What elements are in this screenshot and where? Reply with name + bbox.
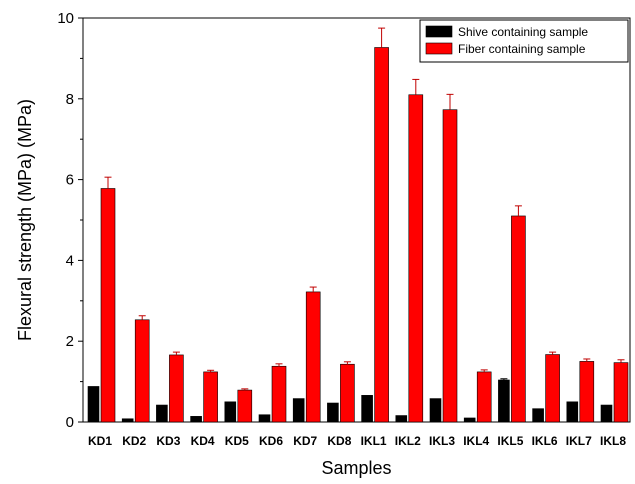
x-tick-label: IKL7	[566, 434, 592, 448]
fiber-bar-ikl3	[442, 109, 458, 423]
legend-frame	[419, 19, 629, 63]
x-axis-title: Samples	[321, 458, 391, 478]
y-tick-label: 10	[57, 10, 74, 27]
x-tick-label: IKL6	[532, 434, 558, 448]
x-tick-label: IKL1	[361, 434, 387, 448]
x-tick-label: IKL2	[395, 434, 421, 448]
x-axis: KD1 KD2 KD3 KD4 KD5 KD6 KD7 KD8 IKL1 IKL2 IKL3 IKL4…	[88, 434, 626, 448]
shive-bar-kd2	[121, 418, 134, 423]
shive-bar-ikl3	[429, 398, 442, 423]
x-tick-label: KD4	[191, 434, 215, 448]
y-tick-label: 8	[66, 91, 74, 108]
fiber-bar-kd4	[203, 371, 218, 423]
shive-bar-kd7	[292, 398, 305, 423]
x-tick-label: IKL3	[429, 434, 455, 448]
fiber-bar-ikl7	[579, 361, 595, 423]
fiber-bar-ikl5	[511, 215, 526, 423]
fiber-bar-ikl2	[408, 94, 424, 423]
plot-area: 0 2 4 6 8 10 KD1 KD2 KD3 KD4 KD5 KD6 KD7 KD8 IKL1 IKL2…	[57, 10, 631, 448]
fiber-bar-kd8	[340, 363, 355, 423]
shive-bar-ikl8	[600, 404, 613, 423]
y-tick-label: 4	[66, 252, 74, 269]
fiber-bar-kd2	[134, 319, 150, 423]
fiber-bar-ikl4	[476, 371, 492, 423]
shive-bar-kd6	[258, 414, 271, 423]
x-tick-label: KD2	[122, 434, 146, 448]
y-tick-label: 0	[66, 414, 74, 431]
legend-label-shive: Shive containing sample	[458, 25, 588, 39]
x-tick-label: KD1	[88, 434, 112, 448]
fiber-bar-ikl8	[613, 362, 629, 423]
y-axis-title: Flexural strength (MPa) (MPa)	[15, 99, 35, 341]
x-tick-label: KD7	[293, 434, 317, 448]
fiber-bar-kd1	[100, 188, 116, 423]
shive-bar-ikl1	[361, 395, 373, 423]
shive-bar-ikl5	[498, 379, 510, 423]
x-tick-label: KD6	[259, 434, 283, 448]
legend: Shive containing sample Fiber containing…	[419, 19, 629, 63]
x-tick-label: IKL8	[600, 434, 626, 448]
y-tick-label: 2	[66, 333, 74, 350]
shive-bar-ikl6	[532, 408, 544, 423]
x-tick-label: IKL5	[497, 434, 523, 448]
shive-bar-kd8	[327, 402, 339, 423]
shive-bar-kd1	[87, 386, 100, 423]
legend-swatch-shive	[425, 25, 453, 38]
y-axis: 0 2 4 6 8 10	[57, 10, 83, 431]
fiber-bar-ikl6	[545, 354, 560, 423]
x-tick-label: KD8	[327, 434, 351, 448]
fiber-bar-kd5	[237, 389, 253, 423]
legend-label-fiber: Fiber containing sample	[458, 42, 586, 56]
fiber-bar-kd3	[169, 354, 184, 423]
x-tick-label: IKL4	[463, 434, 489, 448]
shive-bar-ikl4	[463, 417, 476, 423]
error-bars-layer	[104, 27, 625, 391]
shive-bar-ikl7	[566, 401, 579, 423]
x-tick-label: KD3	[156, 434, 180, 448]
shive-bar-kd5	[224, 401, 237, 423]
x-tick-label: KD5	[225, 434, 249, 448]
shive-bar-ikl2	[395, 415, 408, 423]
fiber-bar-ikl1	[374, 47, 389, 423]
fiber-bar-kd6	[271, 365, 287, 423]
y-tick-label: 6	[66, 172, 74, 189]
legend-swatch-fiber	[425, 42, 453, 55]
bars-layer	[87, 47, 629, 423]
shive-bar-kd4	[190, 416, 202, 423]
fiber-bar-kd7	[305, 291, 321, 423]
shive-bar-kd3	[156, 404, 168, 423]
